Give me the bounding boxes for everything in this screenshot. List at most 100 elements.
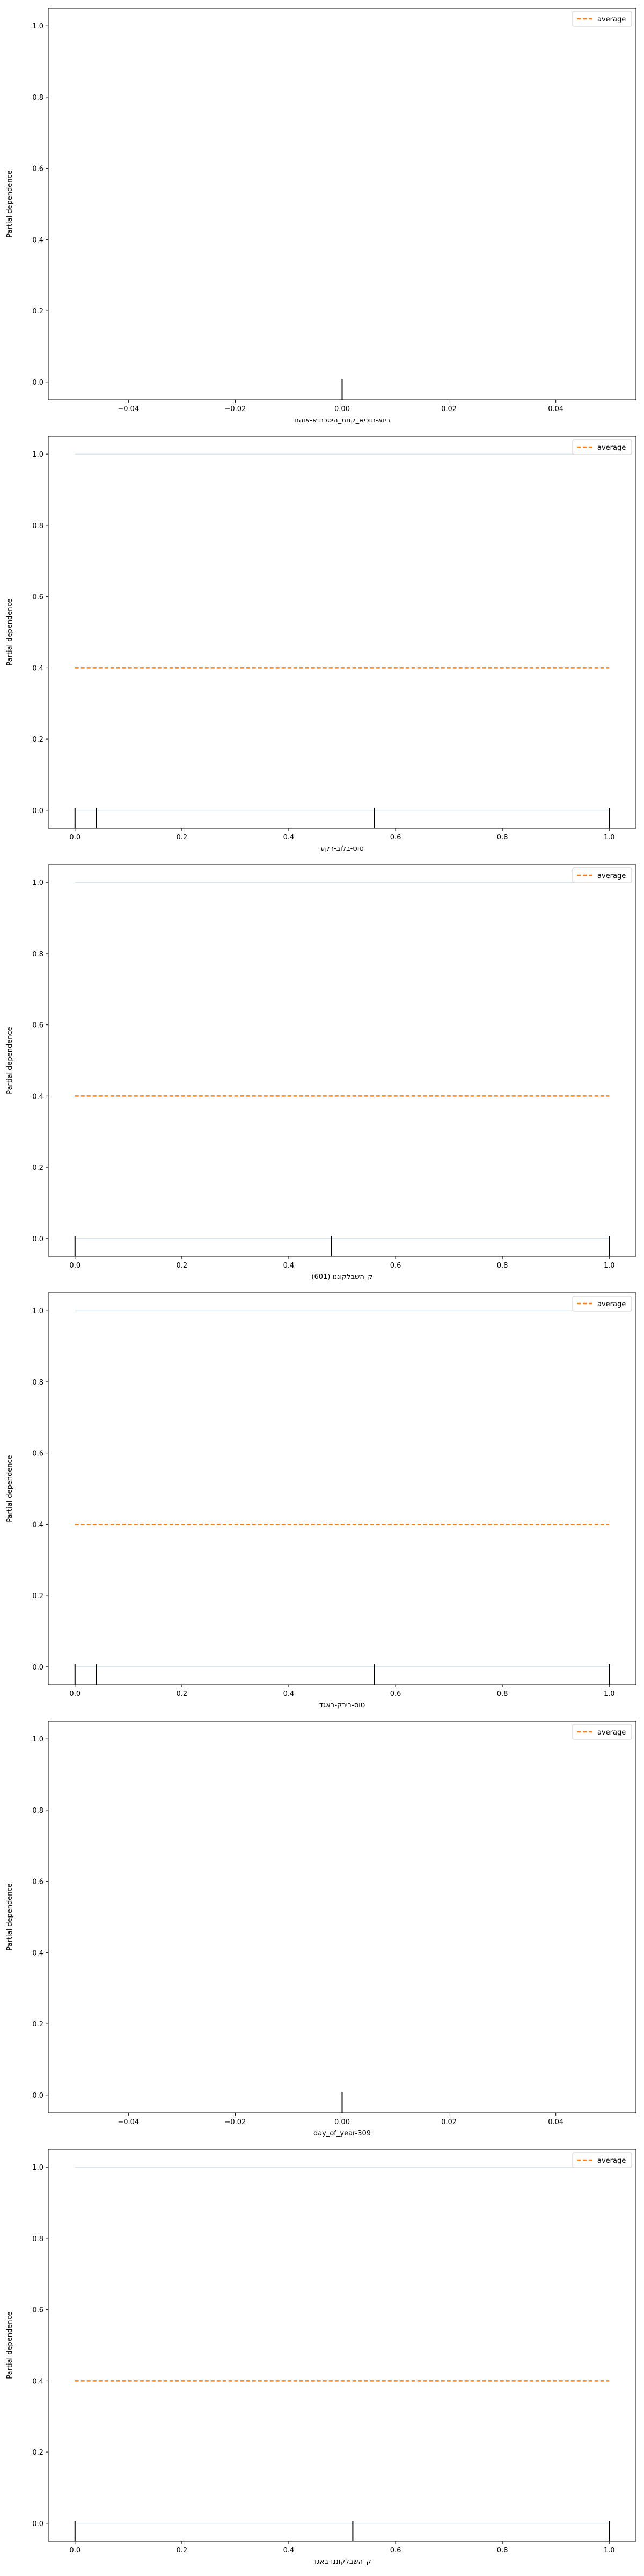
y-tick-label: 0.4 xyxy=(32,236,43,244)
x-axis-label: ק_השבלקוננו (601) xyxy=(311,1273,372,1281)
y-tick-label: 0.0 xyxy=(32,807,43,815)
y-tick-label: 0.0 xyxy=(32,1664,43,1672)
x-tick-label: 0.8 xyxy=(497,1262,508,1270)
x-axis-label: ק_השבלקוננו-באגד xyxy=(313,2558,371,2566)
x-tick-label: 0.4 xyxy=(283,1262,295,1270)
x-tick-label: 0.4 xyxy=(283,833,295,841)
y-axis-label: Partial dependence xyxy=(6,1883,14,1950)
y-tick-label: 0.6 xyxy=(32,165,43,173)
x-tick-label: 0.8 xyxy=(497,833,508,841)
x-tick-label: 0.2 xyxy=(177,1262,188,1270)
y-tick-label: 0.2 xyxy=(32,2449,43,2457)
legend: average xyxy=(572,11,632,27)
y-tick-label: 1.0 xyxy=(32,1307,43,1315)
plot-frame xyxy=(48,1721,636,2113)
x-tick-label: 1.0 xyxy=(604,1262,615,1270)
x-tick-label: 0.8 xyxy=(497,2546,508,2555)
x-tick-label: 1.0 xyxy=(604,833,615,841)
plot-frame xyxy=(48,436,636,829)
plot-frame xyxy=(48,2149,636,2542)
y-axis-label: Partial dependence xyxy=(6,170,14,237)
y-tick-label: 0.6 xyxy=(32,1450,43,1458)
y-tick-label: 0.2 xyxy=(32,308,43,316)
y-tick-label: 1.0 xyxy=(32,879,43,887)
y-axis-label: Partial dependence xyxy=(6,598,14,665)
y-tick-label: 0.0 xyxy=(32,379,43,387)
pd-chart-3: 0.0 0.2 0.4 0.6 0.8 1.0 0.0 0.2 0.4 0.6 0.8 1.0 ק_הש… xyxy=(6,864,636,1281)
x-tick-label: 0.04 xyxy=(548,405,564,413)
x-tick-label: −0.04 xyxy=(118,2118,139,2126)
y-tick-label: 0.4 xyxy=(32,664,43,672)
legend-box xyxy=(572,11,632,27)
y-axis-label: Partial dependence xyxy=(6,2311,14,2379)
x-tick-label: 0.02 xyxy=(441,2118,457,2126)
legend-label: average xyxy=(597,16,626,24)
y-tick-label: 0.2 xyxy=(32,1164,43,1172)
x-tick-label: 0.0 xyxy=(69,1690,80,1698)
y-tick-label: 1.0 xyxy=(32,2164,43,2172)
y-tick-label: 0.6 xyxy=(32,1878,43,1886)
y-tick-label: 0.8 xyxy=(32,522,43,530)
x-tick-label: 0.4 xyxy=(283,1690,295,1698)
plot-frame xyxy=(48,8,636,400)
y-tick-label: 0.6 xyxy=(32,2307,43,2315)
y-tick-label: 0.6 xyxy=(32,594,43,602)
x-tick-label: 0.6 xyxy=(390,2546,401,2555)
x-tick-label: −0.02 xyxy=(224,405,246,413)
x-tick-label: 0.0 xyxy=(69,833,80,841)
x-axis-label: ריוא-תוכיא_קתמ_היסכתוא-אוהם xyxy=(294,416,390,425)
y-tick-label: 0.2 xyxy=(32,736,43,744)
y-tick-label: 0.2 xyxy=(32,2021,43,2029)
x-tick-label: 0.0 xyxy=(69,1262,80,1270)
y-axis-label: Partial dependence xyxy=(6,1027,14,1094)
legend: average xyxy=(572,439,632,455)
legend-label: average xyxy=(597,872,626,880)
x-tick-label: 0.4 xyxy=(283,2546,295,2555)
legend: average xyxy=(572,1296,632,1312)
y-tick-label: 0.2 xyxy=(32,1592,43,1600)
y-tick-label: 0.0 xyxy=(32,2520,43,2528)
y-tick-label: 0.8 xyxy=(32,950,43,958)
y-tick-label: 0.4 xyxy=(32,1093,43,1101)
x-tick-label: 0.00 xyxy=(334,2118,350,2126)
x-tick-label: 0.2 xyxy=(177,833,188,841)
legend-box xyxy=(572,1724,632,1740)
x-tick-label: 0.04 xyxy=(548,2118,564,2126)
legend-box xyxy=(572,2152,632,2168)
y-tick-label: 0.4 xyxy=(32,1949,43,1957)
x-tick-label: −0.04 xyxy=(118,405,139,413)
x-tick-label: 0.0 xyxy=(69,2546,80,2555)
y-tick-label: 1.0 xyxy=(32,1736,43,1744)
legend-label: average xyxy=(597,1300,626,1308)
y-tick-label: 0.0 xyxy=(32,2092,43,2100)
x-tick-label: 0.00 xyxy=(334,405,350,413)
pd-chart-2: 0.0 0.2 0.4 0.6 0.8 1.0 0.0 0.2 0.4 0.6 0.8 1.0 טוס-… xyxy=(6,436,636,853)
x-tick-label: 0.6 xyxy=(390,1690,401,1698)
y-tick-label: 1.0 xyxy=(32,451,43,459)
legend-box xyxy=(572,1296,632,1312)
plot-frame xyxy=(48,864,636,1257)
pd-chart-6: 0.0 0.2 0.4 0.6 0.8 1.0 0.0 0.2 0.4 0.6 0.8 1.0 ק_הש… xyxy=(6,2149,636,2566)
y-tick-label: 0.8 xyxy=(32,1807,43,1815)
y-tick-label: 0.8 xyxy=(32,1379,43,1387)
y-tick-label: 0.4 xyxy=(32,1521,43,1529)
x-tick-label: −0.02 xyxy=(224,2118,246,2126)
x-tick-label: 0.2 xyxy=(177,2546,188,2555)
x-tick-label: 1.0 xyxy=(604,1690,615,1698)
y-axis-label: Partial dependence xyxy=(6,1455,14,1522)
y-tick-label: 0.6 xyxy=(32,1022,43,1030)
pd-chart-4: 0.0 0.2 0.4 0.6 0.8 1.0 0.0 0.2 0.4 0.6 0.8 1.0 טוס-… xyxy=(6,1292,636,1709)
x-tick-label: 0.02 xyxy=(441,405,457,413)
legend-box xyxy=(572,867,632,883)
y-tick-label: 0.4 xyxy=(32,2377,43,2385)
legend: average xyxy=(572,867,632,883)
x-axis-label: טוס-בלוב-רקע xyxy=(320,845,363,853)
legend-label: average xyxy=(597,1729,626,1737)
x-axis-label: טוס-בירק-באגד xyxy=(319,1701,365,1709)
x-tick-label: 0.6 xyxy=(390,1262,401,1270)
y-tick-label: 0.8 xyxy=(32,94,43,102)
pd-chart-5: −0.04 −0.02 0.00 0.02 0.04 0.0 0.2 0.4 0.6 0.8 1.0… xyxy=(6,1721,636,2138)
legend-label: average xyxy=(597,444,626,452)
y-tick-label: 0.0 xyxy=(32,1235,43,1243)
